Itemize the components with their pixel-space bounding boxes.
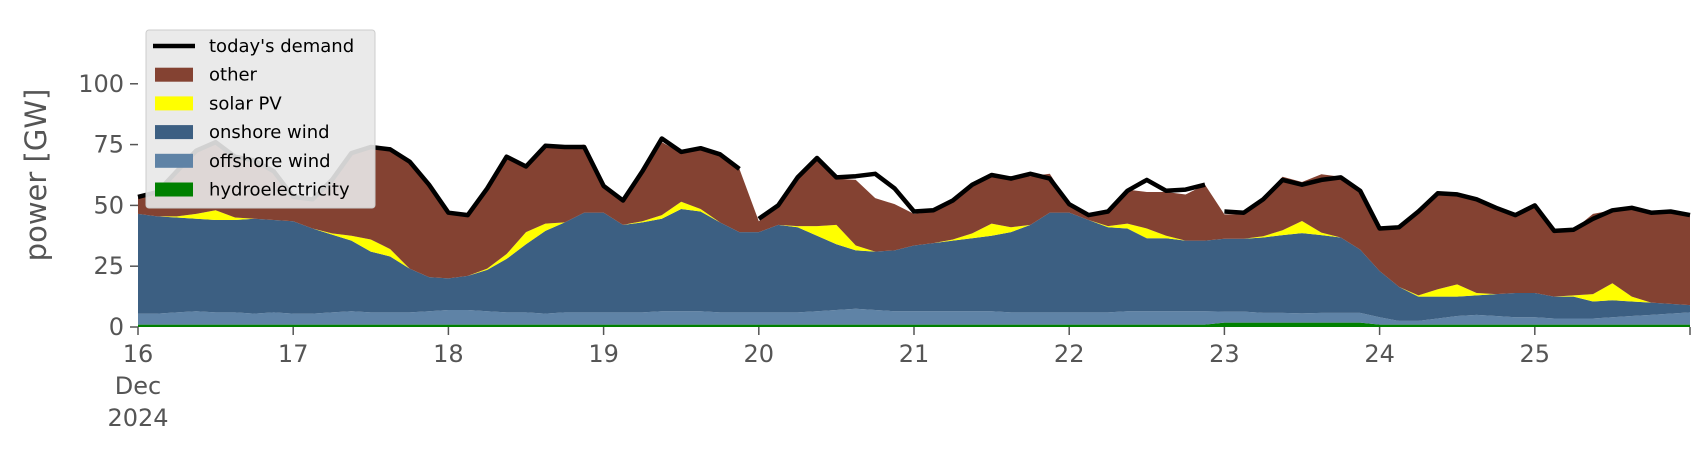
legend-label: offshore wind [209,151,331,172]
y-tick-label: 75 [93,131,124,159]
legend-box [145,29,376,209]
legend-swatch [155,125,193,140]
x-tick-label: 22 [1054,340,1085,368]
legend: today's demand other solar PV onshore wind o… [145,29,376,209]
x-tick-label: 21 [899,340,930,368]
area-hydroelectricity [138,322,1690,327]
legend-label: today's demand [209,36,354,57]
y-tick-label: 50 [93,191,124,219]
demand-line-segment [1224,175,1691,234]
x-tick-label: 25 [1520,340,1551,368]
axes: 0 25 50 75 100 16 Dec 2024 17 18 19 20 21 22 23 24 25 [78,70,1691,432]
x-tick-label: 18 [433,340,464,368]
area-solar-pv [138,201,1690,306]
x-tick-label: 16 [123,340,154,368]
legend-swatch [155,182,193,197]
legend-label: other [209,65,258,86]
legend-label: onshore wind [209,122,330,143]
legend-label: solar PV [209,93,282,114]
y-tick-label: 0 [109,313,124,341]
legend-swatch [155,153,193,168]
x-tick-label: 24 [1364,340,1395,368]
y-tick-label: 25 [93,252,124,280]
x-tick-label: 23 [1209,340,1240,368]
legend-swatch [155,96,193,111]
x-tick-sublabel-year: 2024 [107,404,168,432]
demand-line-segment [757,155,1206,221]
x-tick-label: 20 [744,340,775,368]
x-tick-label: 17 [278,340,309,368]
legend-label: hydroelectricity [209,180,350,201]
legend-swatch [155,67,193,82]
x-tick-sublabel-month: Dec [115,372,161,400]
area-offshore-wind [138,308,1690,325]
y-axis-label: power [GW] [19,89,53,262]
area-onshore-wind [138,209,1690,321]
x-tick-label: 19 [588,340,619,368]
y-tick-label: 100 [78,70,124,98]
